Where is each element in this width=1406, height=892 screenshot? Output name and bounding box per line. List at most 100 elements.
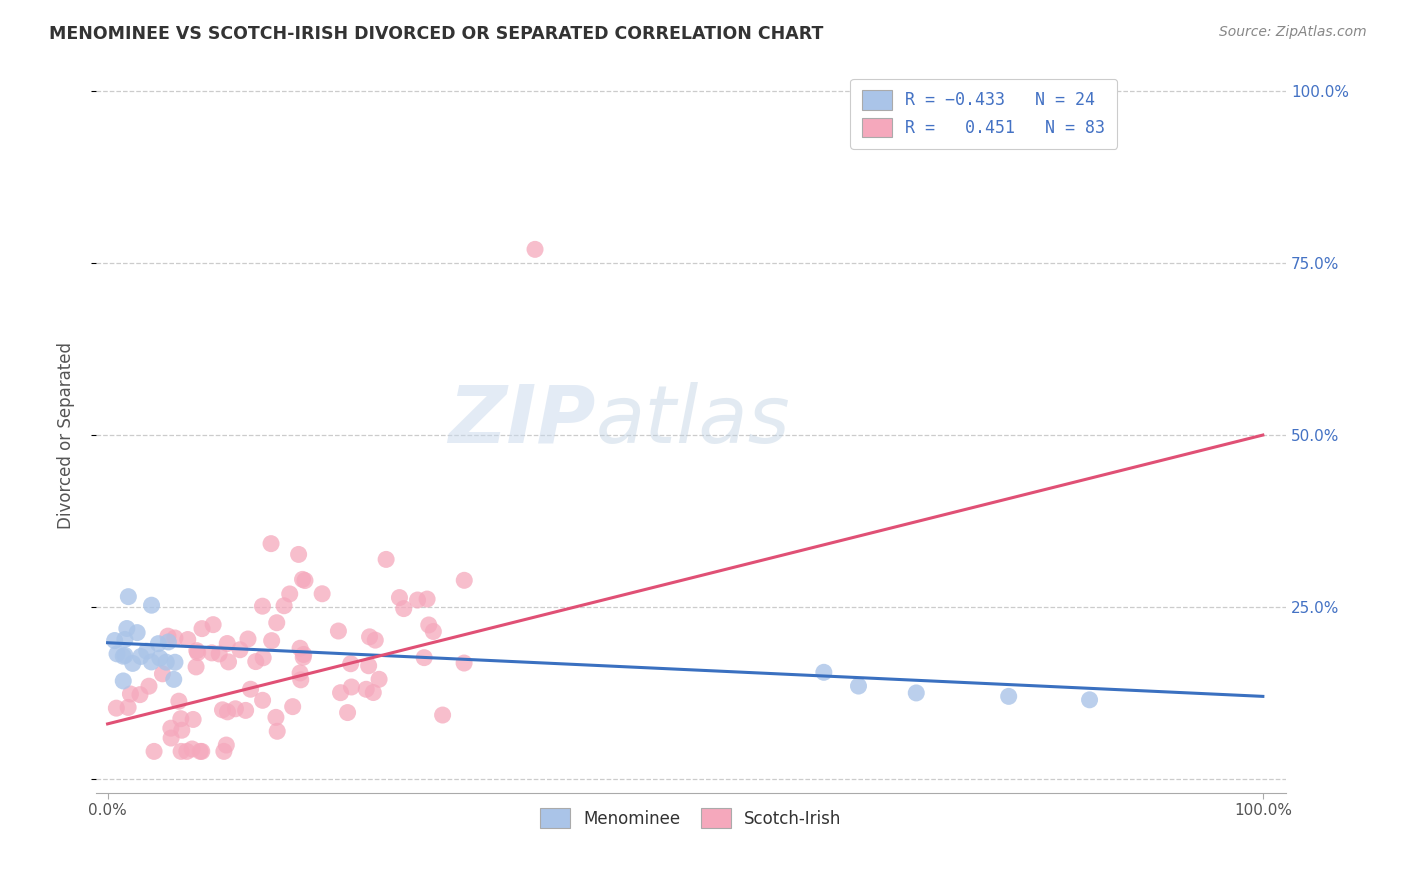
Point bbox=[105, 701, 128, 715]
Point bbox=[281, 699, 304, 714]
Point bbox=[143, 744, 166, 758]
Point bbox=[453, 656, 475, 670]
Point bbox=[287, 548, 309, 562]
Point bbox=[375, 552, 398, 566]
Point bbox=[252, 650, 274, 665]
Point bbox=[212, 744, 235, 758]
Point bbox=[177, 632, 200, 647]
Point bbox=[288, 641, 311, 656]
Point bbox=[211, 703, 233, 717]
Point bbox=[340, 680, 363, 694]
Point bbox=[364, 633, 387, 648]
Point bbox=[273, 599, 295, 613]
Point bbox=[813, 665, 835, 680]
Point bbox=[163, 673, 186, 687]
Point bbox=[432, 708, 454, 723]
Point bbox=[359, 630, 381, 644]
Point bbox=[329, 686, 352, 700]
Point bbox=[112, 649, 135, 664]
Point bbox=[422, 624, 444, 639]
Point bbox=[167, 694, 190, 708]
Point bbox=[170, 723, 193, 738]
Point bbox=[148, 637, 170, 651]
Point bbox=[141, 655, 163, 669]
Point bbox=[129, 688, 152, 702]
Point bbox=[176, 744, 198, 758]
Point bbox=[392, 601, 415, 615]
Point bbox=[278, 587, 301, 601]
Point bbox=[217, 705, 239, 719]
Point bbox=[181, 713, 204, 727]
Point bbox=[357, 658, 380, 673]
Point bbox=[138, 679, 160, 693]
Point bbox=[416, 592, 439, 607]
Point bbox=[354, 682, 377, 697]
Legend: Menominee, Scotch-Irish: Menominee, Scotch-Irish bbox=[534, 802, 848, 834]
Point bbox=[186, 643, 208, 657]
Point bbox=[311, 587, 333, 601]
Point bbox=[239, 682, 262, 697]
Point bbox=[141, 598, 163, 612]
Point bbox=[290, 673, 312, 687]
Point bbox=[252, 693, 274, 707]
Point bbox=[413, 650, 436, 665]
Point bbox=[288, 665, 311, 680]
Point bbox=[217, 636, 239, 650]
Point bbox=[260, 633, 283, 648]
Point bbox=[229, 642, 252, 657]
Point bbox=[135, 644, 157, 658]
Point bbox=[236, 632, 259, 646]
Point bbox=[294, 574, 316, 588]
Point bbox=[152, 666, 174, 681]
Point bbox=[524, 243, 547, 257]
Point bbox=[418, 618, 440, 632]
Point bbox=[848, 679, 870, 693]
Point bbox=[208, 647, 231, 661]
Point bbox=[264, 710, 287, 724]
Point bbox=[117, 700, 139, 714]
Point bbox=[163, 631, 186, 645]
Point bbox=[160, 721, 183, 735]
Point bbox=[266, 724, 288, 739]
Point bbox=[104, 633, 127, 648]
Point bbox=[191, 744, 214, 758]
Point bbox=[160, 731, 183, 745]
Point bbox=[328, 624, 350, 638]
Y-axis label: Divorced or Separated: Divorced or Separated bbox=[58, 342, 75, 529]
Point bbox=[266, 615, 288, 630]
Point bbox=[114, 648, 136, 663]
Point bbox=[129, 649, 152, 664]
Point bbox=[127, 625, 149, 640]
Point bbox=[260, 536, 283, 550]
Point bbox=[252, 599, 274, 614]
Point bbox=[368, 673, 391, 687]
Point bbox=[1078, 693, 1101, 707]
Point bbox=[114, 632, 136, 647]
Point bbox=[112, 673, 135, 688]
Point bbox=[184, 660, 207, 674]
Point bbox=[117, 590, 139, 604]
Point bbox=[215, 738, 238, 752]
Point bbox=[156, 629, 179, 643]
Point bbox=[245, 655, 267, 669]
Point bbox=[202, 617, 225, 632]
Point bbox=[188, 744, 211, 758]
Point bbox=[388, 591, 411, 605]
Text: atlas: atlas bbox=[596, 382, 790, 459]
Point bbox=[121, 657, 143, 671]
Point bbox=[336, 706, 359, 720]
Point bbox=[218, 655, 240, 669]
Point bbox=[201, 646, 224, 660]
Point bbox=[291, 573, 314, 587]
Point bbox=[170, 744, 193, 758]
Point bbox=[292, 650, 315, 665]
Point bbox=[187, 646, 209, 660]
Point bbox=[155, 655, 177, 669]
Point bbox=[997, 690, 1019, 704]
Point bbox=[157, 635, 180, 649]
Text: MENOMINEE VS SCOTCH-IRISH DIVORCED OR SEPARATED CORRELATION CHART: MENOMINEE VS SCOTCH-IRISH DIVORCED OR SE… bbox=[49, 25, 824, 43]
Text: Source: ZipAtlas.com: Source: ZipAtlas.com bbox=[1219, 25, 1367, 39]
Point bbox=[224, 702, 246, 716]
Point bbox=[905, 686, 928, 700]
Point bbox=[361, 685, 384, 699]
